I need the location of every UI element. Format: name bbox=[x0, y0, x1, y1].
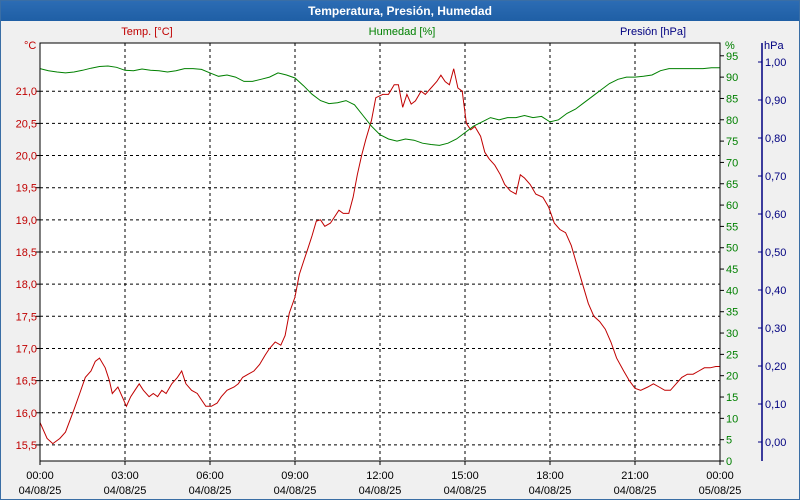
x-tick-date: 04/08/25 bbox=[104, 485, 147, 497]
humidity-tick-label: 90 bbox=[726, 72, 738, 84]
humidity-tick-label: 70 bbox=[726, 157, 738, 169]
pressure-tick-label: 0,90 bbox=[765, 95, 786, 107]
humidity-tick-label: 50 bbox=[726, 243, 738, 255]
humidity-tick-label: 85 bbox=[726, 93, 738, 105]
x-tick-time: 09:00 bbox=[281, 470, 309, 482]
humidity-tick-label: 5 bbox=[726, 435, 732, 447]
humidity-tick-label: 55 bbox=[726, 221, 738, 233]
temp-tick-label: 18,0 bbox=[16, 279, 37, 291]
temp-tick-label: 21,0 bbox=[16, 86, 37, 98]
x-tick-time: 06:00 bbox=[196, 470, 224, 482]
temp-tick-label: 20,5 bbox=[16, 118, 37, 130]
humidity-tick-label: 30 bbox=[726, 328, 738, 340]
pressure-tick-label: 0,10 bbox=[765, 399, 786, 411]
pressure-tick-label: 0,20 bbox=[765, 361, 786, 373]
humidity-tick-label: 75 bbox=[726, 136, 738, 148]
humidity-tick-label: 65 bbox=[726, 179, 738, 191]
humidity-tick-label: 80 bbox=[726, 115, 738, 127]
humidity-tick-label: 45 bbox=[726, 264, 738, 276]
pressure-tick-label: 0,50 bbox=[765, 247, 786, 259]
temp-tick-label: 16,0 bbox=[16, 408, 37, 420]
series-layer bbox=[39, 65, 720, 445]
temperature-line bbox=[39, 68, 720, 445]
x-tick-time: 12:00 bbox=[366, 470, 394, 482]
x-tick-date: 05/08/25 bbox=[699, 485, 742, 497]
humidity-tick-label: 35 bbox=[726, 307, 738, 319]
pressure-unit-label: hPa bbox=[764, 40, 784, 52]
temp-unit-label: °C bbox=[24, 40, 36, 52]
pressure-tick-label: 0,30 bbox=[765, 323, 786, 335]
pressure-axis: 0,00 0,10 0,20 0,30 0,40 0,50 0,60 0,70 0,80 0,90… bbox=[758, 57, 786, 449]
x-tick-time: 21:00 bbox=[621, 470, 649, 482]
x-tick-date: 04/08/25 bbox=[444, 485, 487, 497]
humidity-tick-label: 60 bbox=[726, 200, 738, 212]
temp-axis-header: Temp. [°C] bbox=[121, 26, 172, 38]
temp-axis: 15,5 16,0 16,5 17,0 17,5 18,0 18,5 19,0 19,5 20,0… bbox=[16, 86, 40, 452]
x-tick-time: 15:00 bbox=[451, 470, 479, 482]
grid bbox=[40, 43, 720, 461]
pressure-tick-label: 0,60 bbox=[765, 209, 786, 221]
temp-tick-label: 18,5 bbox=[16, 247, 37, 259]
x-tick-time: 00:00 bbox=[706, 470, 734, 482]
x-tick-date: 04/08/25 bbox=[274, 485, 317, 497]
x-tick-time: 00:00 bbox=[26, 470, 54, 482]
x-axis: 00:00 04/08/25 03:00 04/08/25 06:00 04/08/25 0… bbox=[19, 461, 742, 497]
temp-tick-label: 15,5 bbox=[16, 440, 37, 452]
pressure-tick-label: 0,70 bbox=[765, 171, 786, 183]
temp-tick-label: 17,5 bbox=[16, 311, 37, 323]
humidity-line bbox=[39, 65, 720, 146]
x-tick-date: 04/08/25 bbox=[529, 485, 572, 497]
window-title: Temperatura, Presión, Humedad bbox=[1, 1, 799, 21]
humidity-tick-label: 95 bbox=[726, 51, 738, 63]
humidity-tick-label: 0 bbox=[726, 456, 732, 468]
pressure-tick-label: 0,40 bbox=[765, 285, 786, 297]
temp-tick-label: 19,0 bbox=[16, 215, 37, 227]
humidity-tick-label: 10 bbox=[726, 413, 738, 425]
x-tick-time: 03:00 bbox=[111, 470, 139, 482]
humidity-axis: 0 5 10 15 20 25 30 35 40 45 50 55 60 65 70 75 80 85 90 95 bbox=[720, 51, 738, 468]
humidity-tick-label: 25 bbox=[726, 349, 738, 361]
x-tick-time: 18:00 bbox=[536, 470, 564, 482]
pressure-tick-label: 1,00 bbox=[765, 57, 786, 69]
temp-tick-label: 16,5 bbox=[16, 376, 37, 388]
x-tick-date: 04/08/25 bbox=[189, 485, 232, 497]
pressure-tick-label: 0,00 bbox=[765, 437, 786, 449]
pressure-tick-label: 0,80 bbox=[765, 133, 786, 145]
humidity-tick-label: 15 bbox=[726, 392, 738, 404]
pressure-axis-header: Presión [hPa] bbox=[620, 26, 686, 38]
temp-tick-label: 17,0 bbox=[16, 343, 37, 355]
humidity-tick-label: 40 bbox=[726, 285, 738, 297]
humidity-tick-label: 20 bbox=[726, 371, 738, 383]
humidity-unit-label: % bbox=[725, 40, 735, 52]
temp-tick-label: 20,0 bbox=[16, 151, 37, 163]
x-tick-date: 04/08/25 bbox=[19, 485, 62, 497]
x-tick-date: 04/08/25 bbox=[614, 485, 657, 497]
humidity-axis-header: Humedad [%] bbox=[369, 26, 436, 38]
x-tick-date: 04/08/25 bbox=[359, 485, 402, 497]
temp-tick-label: 19,5 bbox=[16, 183, 37, 195]
